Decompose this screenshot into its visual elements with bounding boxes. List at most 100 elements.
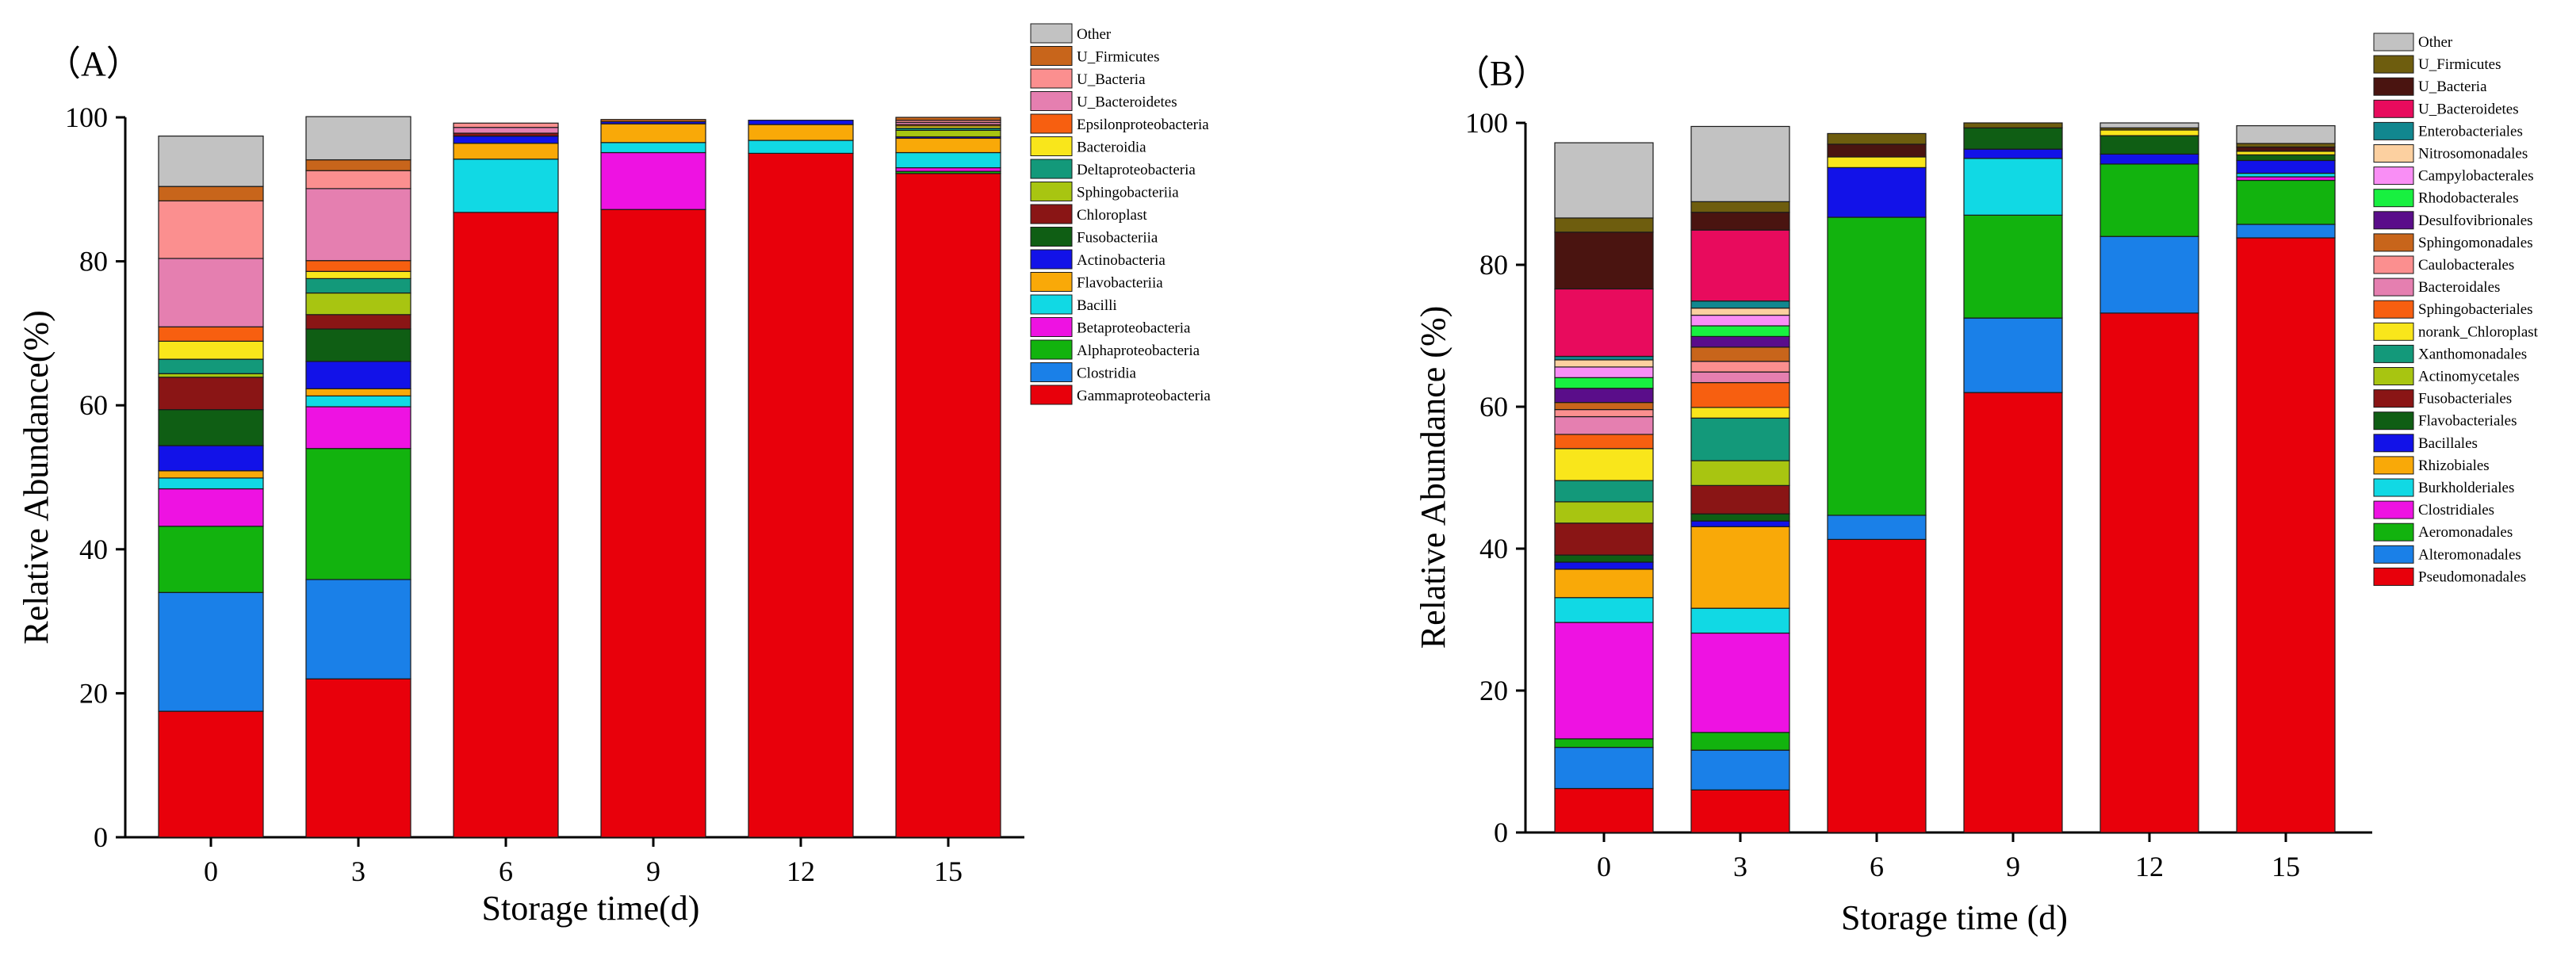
panel-b-legend-swatch [2373, 322, 2414, 341]
panel-a-bar-segment [158, 409, 264, 446]
panel-b-bar-segment [1690, 346, 1790, 362]
panel-a-bar-segment [305, 579, 411, 679]
panel-b-bar-segment [2099, 122, 2199, 128]
panel-a-bar-segment [158, 340, 264, 360]
panel-b-bar-segment [2099, 153, 2199, 165]
panel-a-legend-label: Gammaproteobacteria [1077, 388, 1211, 404]
panel-b-bar-segment [1554, 232, 1654, 290]
panel-b-bar-segment [1690, 732, 1790, 751]
panel-b-bar-segment [1554, 359, 1654, 368]
panel-b-bar-segment [1554, 554, 1654, 563]
panel-a-legend-label: Flavobacteriia [1077, 275, 1163, 292]
panel-a-legend-label: U_Bacteroidetes [1077, 94, 1177, 111]
panel-b-bar-segment [2236, 172, 2336, 178]
panel-b-bar-segment [2099, 163, 2199, 237]
panel-a-legend-label: Betaproteobacteria [1077, 320, 1191, 337]
panel-b-bar-segment [1690, 125, 1790, 202]
panel-a-bar-segment [305, 678, 411, 838]
panel-b-legend-swatch [2373, 166, 2414, 186]
panel-a-bar-segment [305, 188, 411, 262]
panel-a-legend-label: Deltaproteobacteria [1077, 162, 1196, 178]
panel-a-legend-swatch [1030, 249, 1073, 270]
panel-a-y-tick-label: 80 [79, 246, 108, 277]
panel-b-legend-swatch [2373, 77, 2414, 96]
panel-a-bar-segment [600, 123, 706, 144]
panel-b-legend-label: Nitrosomonadales [2418, 146, 2528, 163]
panel-a-legend-swatch [1030, 136, 1073, 156]
panel-a-bar-segment [305, 116, 411, 161]
panel-b-bar-segment [2236, 224, 2336, 239]
panel-b-bar-segment [2236, 151, 2336, 155]
panel-b-bar-segment [1554, 355, 1654, 361]
panel-b-legend-swatch [2373, 300, 2414, 319]
panel-a-legend-swatch [1030, 317, 1073, 337]
panel-b-bar-segment [1963, 127, 2063, 150]
panel-a-bar-segment [453, 159, 559, 213]
panel-a-bar-segment [453, 212, 559, 838]
panel-a-bar-segment [158, 445, 264, 472]
panel-a-bars [158, 116, 1001, 838]
panel-b-bar-segment [1554, 597, 1654, 623]
panel-a-bar-segment [305, 292, 411, 316]
panel-b-x-tick-label: 15 [2272, 851, 2300, 882]
panel-a-legend-label: Alphaproteobacteria [1077, 343, 1200, 359]
panel-b-legend-swatch [2373, 456, 2414, 475]
panel-a-label: （A） [46, 44, 141, 83]
panel-a-legend-label: U_Firmicutes [1077, 49, 1160, 66]
panel-a-bar-segment [158, 470, 264, 479]
panel-a-x-ticks: 0 3 6 9 12 15 [204, 837, 963, 887]
panel-b-bar-segment [1690, 460, 1790, 486]
panel-b-legend-label: Rhodobacterales [2418, 190, 2519, 207]
panel-b-bar-segment [1554, 402, 1654, 411]
panel-b-legend-label: Rhizobiales [2418, 457, 2490, 474]
panel-b-bar-segment [2236, 159, 2336, 174]
panel-b-y-tick-label: 60 [1479, 391, 1508, 423]
panel-a-bar-segment [895, 151, 1001, 169]
panel-a-legend-swatch [1030, 294, 1073, 315]
panel-b-bar-segment [1690, 307, 1790, 316]
panel-b-bar-segment [1963, 317, 2063, 393]
panel-b-legend-label: Flavobacteriales [2418, 413, 2517, 430]
panel-b-bar-segment [1554, 448, 1654, 481]
panel-a-bar-segment [158, 186, 264, 201]
panel-a-legend-swatch [1030, 339, 1073, 360]
panel-a-legend-swatch [1030, 68, 1073, 89]
panel-b-bar-segment [1963, 148, 2063, 159]
panel-b-bar-segment [1690, 632, 1790, 733]
panel-a-bar-segment [158, 136, 264, 187]
panel-a-legend-swatch [1030, 385, 1073, 405]
panel-b-bar-segment [1690, 381, 1790, 408]
panel-a-x-tick-label: 9 [646, 855, 660, 887]
panel-a-x-axis-title: Storage time(d) [482, 889, 700, 928]
panel-b-bar-segment [1963, 158, 2063, 216]
panel-b-bar-segment [1690, 749, 1790, 790]
panel-a-bar-segment [158, 710, 264, 838]
panel-a-legend-label: Fusobacteriia [1077, 230, 1158, 247]
panel-b-legend-swatch [2373, 99, 2414, 118]
panel-a-bar-segment [895, 166, 1001, 172]
panel-a-legend-swatch [1030, 46, 1073, 66]
panel-a-bar-segment [305, 328, 411, 362]
panel-b-x-axis-title: Storage time (d) [1841, 898, 2068, 937]
panel-b-bar-segment [2236, 154, 2336, 162]
panel-b-legend-label: norank_Chloroplast [2418, 323, 2539, 340]
panel-b-legend-swatch [2373, 434, 2414, 453]
panel-b-y-tick-label: 100 [1465, 107, 1508, 139]
panel-a-bar-segment [158, 200, 264, 259]
panel-b-legend-swatch [2373, 55, 2414, 74]
panel-a-bar-segment [158, 591, 264, 712]
panel-b-legend-swatch [2373, 389, 2414, 408]
panel-b-bar-segment [1827, 132, 1927, 145]
panel-a-bar-segment [305, 260, 411, 272]
panel-b-legend-label: Desulfovibrionales [2418, 212, 2533, 229]
panel-b-bar-segment [2236, 237, 2336, 833]
panel-a-legend-swatch [1030, 272, 1073, 292]
panel-b-x-tick-label: 3 [1733, 851, 1747, 882]
panel-a-bar-segment [305, 270, 411, 279]
panel-b-legend-label: Pseudomonadales [2418, 568, 2526, 585]
panel-b-bar-segment [1554, 787, 1654, 833]
panel-b-bar-segment [2099, 312, 2199, 833]
panel-a-legend-swatch [1030, 227, 1073, 247]
panel-a-legend-label: Clostridia [1077, 366, 1137, 382]
panel-b-bar-segment [2099, 129, 2199, 136]
